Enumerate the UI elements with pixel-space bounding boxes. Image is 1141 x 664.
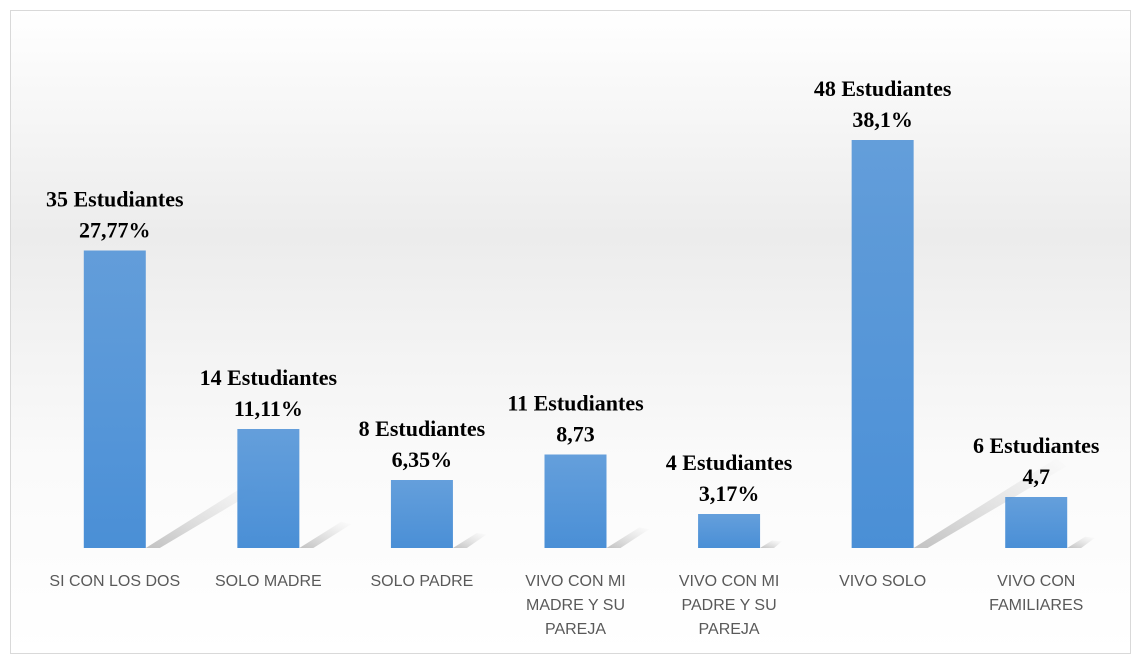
bar-shadow — [913, 458, 1067, 548]
data-label: 14 Estudiantes — [200, 365, 338, 390]
chart-frame — [10, 10, 1131, 654]
bar — [851, 140, 914, 548]
percentage-label: 4,7 — [1022, 464, 1050, 489]
x-tick-label: SOLO PADRE — [370, 573, 474, 590]
x-tick-label: SI CON LOS DOS — [49, 573, 181, 590]
x-tick-label: VIVO CON FAMILIARES — [989, 573, 1084, 614]
percentage-label: 11,11% — [234, 396, 303, 421]
data-label: 8 Estudiantes — [359, 416, 486, 441]
data-label: 6 Estudiantes — [973, 433, 1100, 458]
percentage-label: 27,77% — [79, 218, 151, 243]
bar — [698, 514, 761, 548]
bar-shadow — [299, 521, 352, 548]
x-tick-label: VIVO SOLO — [839, 573, 927, 590]
data-label: 48 Estudiantes — [814, 76, 952, 101]
percentage-label: 8,73 — [556, 422, 595, 447]
percentage-label: 3,17% — [699, 481, 760, 506]
data-label: 11 Estudiantes — [507, 391, 644, 416]
bar — [237, 429, 300, 548]
percentage-label: 6,35% — [392, 447, 453, 472]
bar-shadow — [606, 527, 650, 548]
bar — [390, 480, 453, 548]
percentage-label: 38,1% — [852, 107, 913, 132]
bar — [544, 454, 607, 548]
data-label: 4 Estudiantes — [666, 450, 793, 475]
bar — [83, 250, 146, 548]
x-tick-label: VIVO CON MI MADRE Y SU PAREJA — [525, 573, 626, 638]
bar-shadow — [145, 482, 260, 548]
x-tick-label: SOLO MADRE — [215, 573, 322, 590]
data-label: 35 Estudiantes — [46, 187, 184, 212]
bar — [1005, 497, 1068, 548]
bar-shadow — [1067, 536, 1096, 548]
bar-shadow — [452, 533, 487, 548]
x-tick-label: VIVO CON MI PADRE Y SU PAREJA — [678, 573, 780, 638]
bar-shadow — [760, 540, 782, 548]
